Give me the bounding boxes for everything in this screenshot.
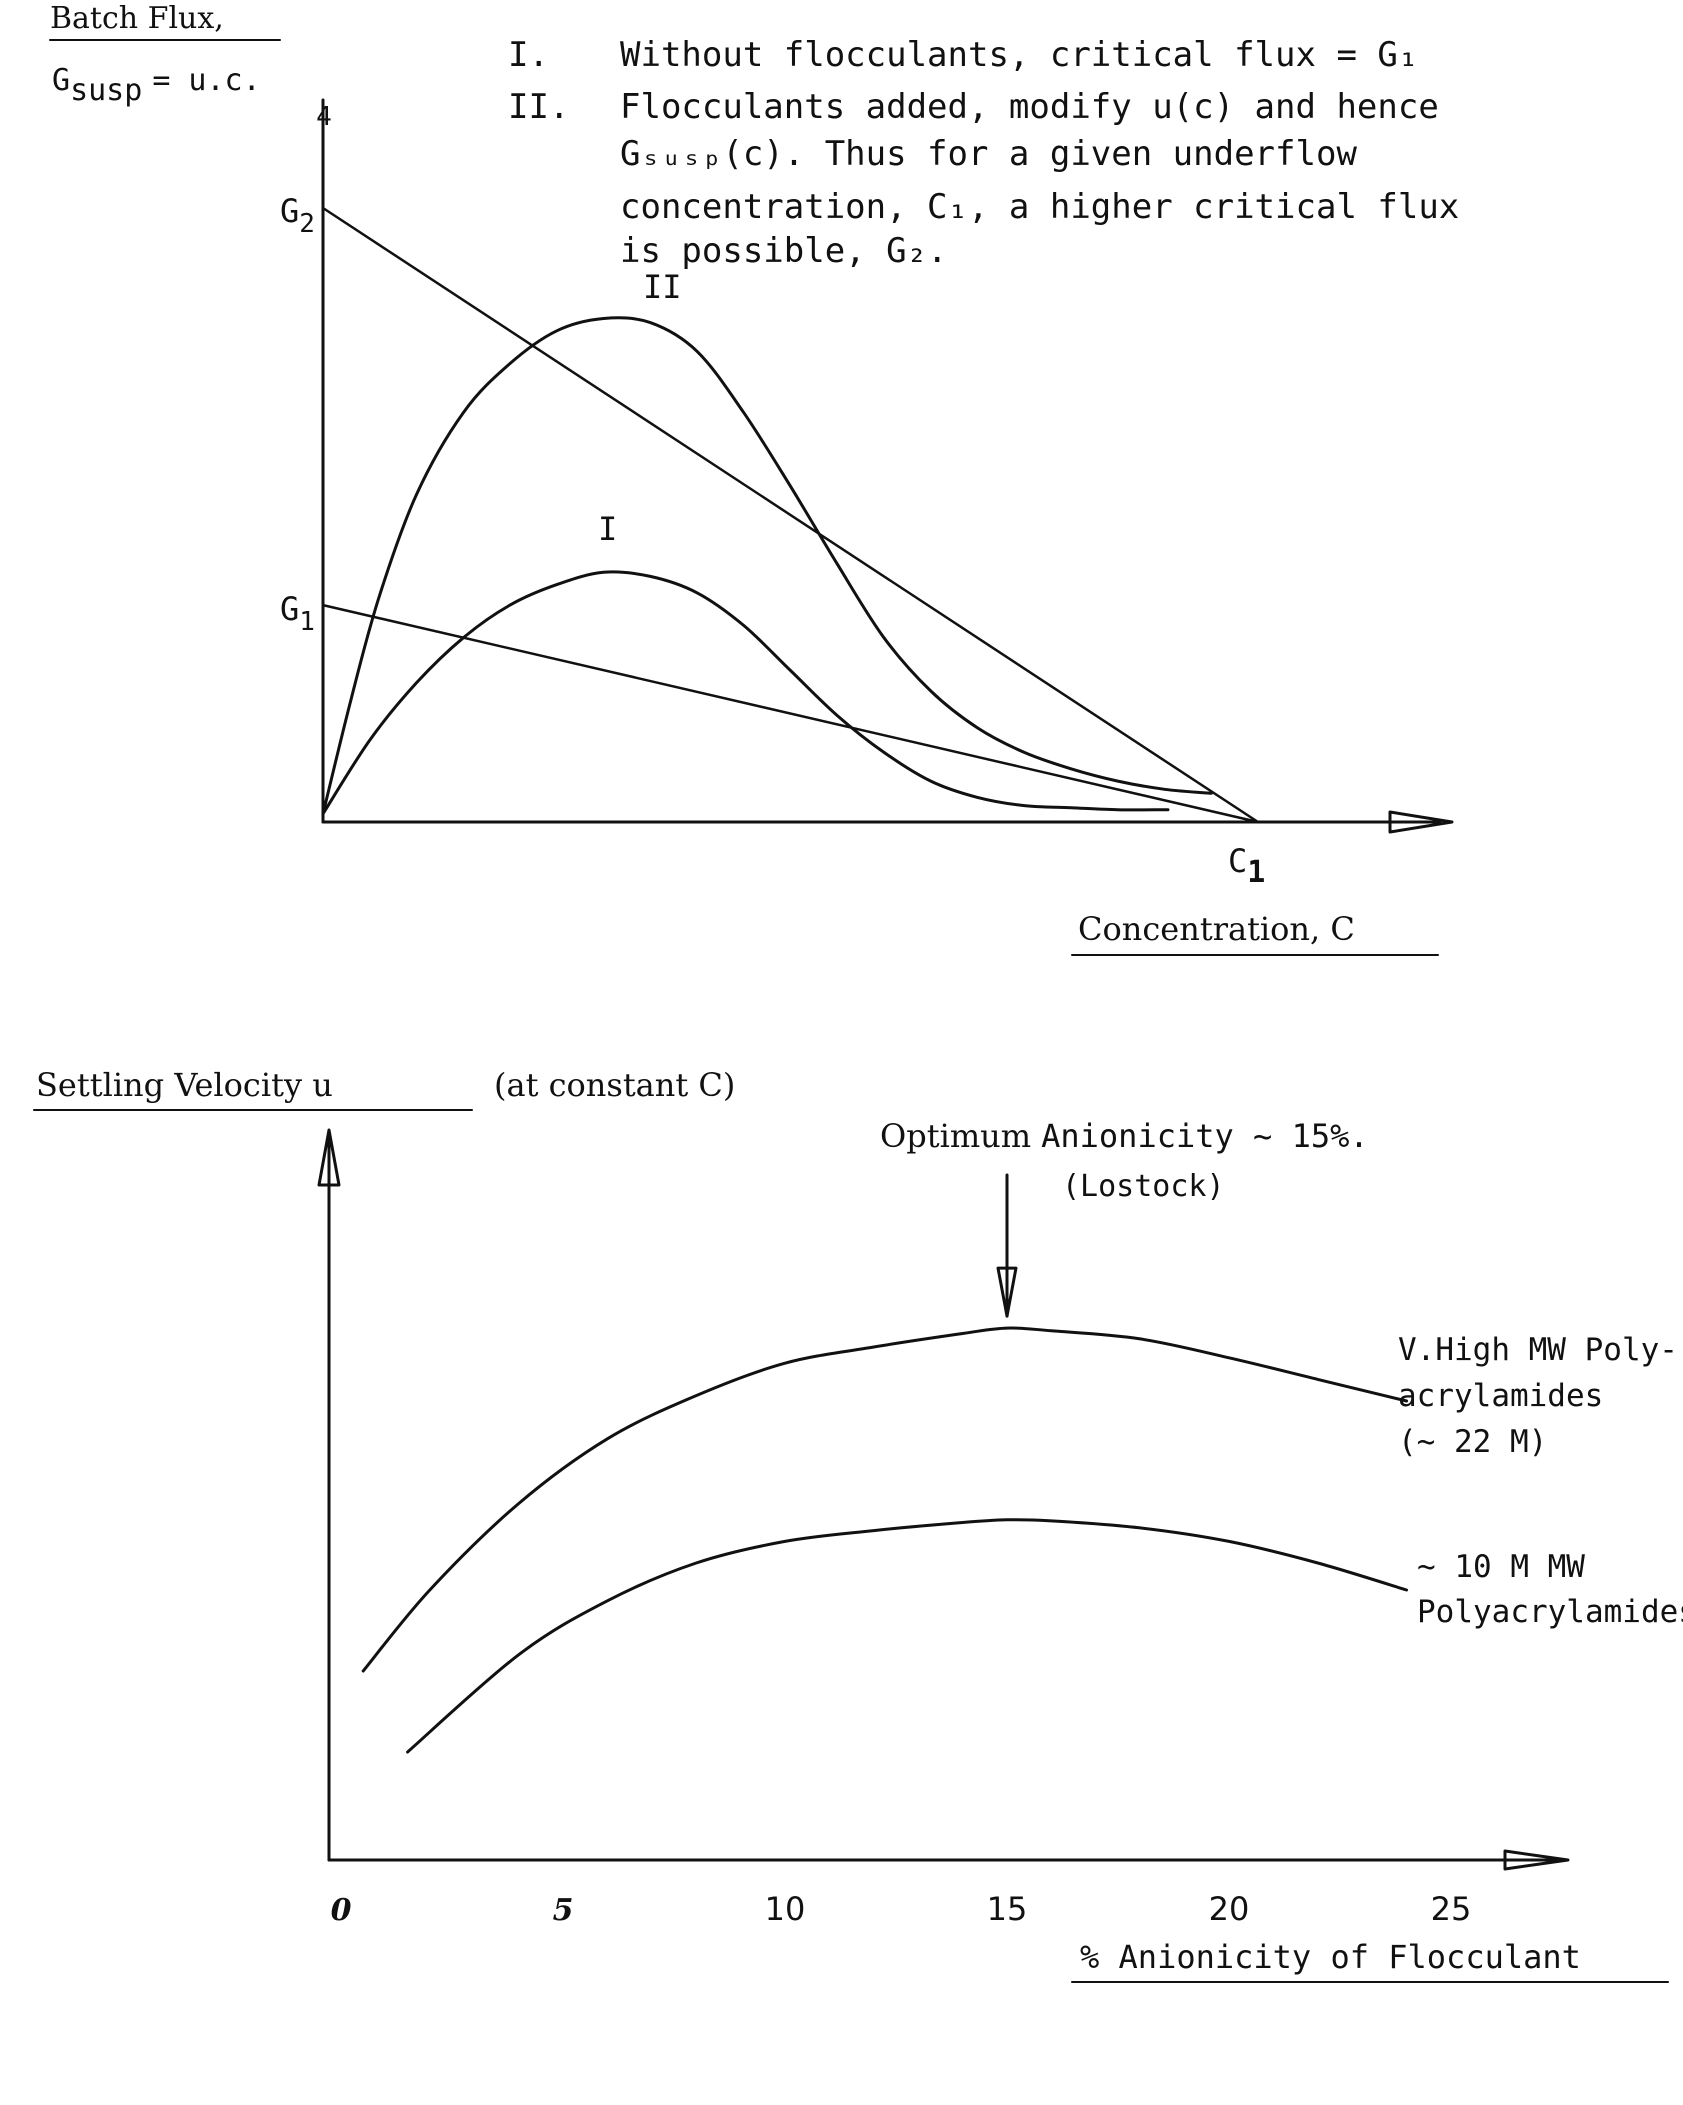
chart1-tangent-g2 [321, 206, 1260, 824]
note-2-line-3: concentration, C₁, a higher critical flu… [620, 187, 1459, 227]
chart1-ylabel-line1: Batch Flux, [50, 1, 224, 36]
note-2-line-2: Gₛᵤₛₚ(c). Thus for a given underflow [620, 134, 1357, 174]
chart2-annotation-sub: (Lostock) [1062, 1169, 1225, 1204]
chart2-x-ticks: 0 5 10 15 20 25 [331, 1890, 1472, 1928]
chart2-series-label-high-3: (~ 22 M) [1398, 1424, 1547, 1460]
chart1-notes: I. Without flocculants, critical flux = … [508, 35, 1459, 271]
chart2-series-label-high-2: acrylamides [1398, 1378, 1603, 1414]
chart2-series-label-10m-2: Polyacrylamides [1417, 1594, 1683, 1630]
chart2-x-tick: 5 [553, 1893, 574, 1928]
chart1-y-tick-g1: G1 [280, 590, 315, 637]
note-2-line-1: Flocculants added, modify u(c) and hence [620, 87, 1439, 127]
chart2-x-tick: 15 [987, 1890, 1028, 1928]
chart1-x-tick-c1: C1 [1228, 842, 1265, 890]
chart2-curve-10m-mw [406, 1518, 1409, 1754]
chart1-curve-label-II: II [643, 268, 682, 306]
chart1-curve-II [321, 316, 1213, 816]
chart1-x-axis-arrowhead [1388, 810, 1454, 834]
chart2-x-tick: 25 [1431, 1890, 1472, 1928]
chart2-series-label-high-1: V.High MW Poly- [1398, 1332, 1678, 1368]
settling-velocity-chart: Settling Velocity u (at constant C) 0 5 … [33, 1066, 1683, 1983]
chart1-curve-label-I: I [598, 510, 617, 548]
chart2-annotation-arrowhead [996, 1266, 1018, 1318]
chart2-ylabel-suffix: (at constant C) [494, 1066, 735, 1104]
chart2-series-label-10m-1: ~ 10 M MW [1417, 1549, 1585, 1585]
note-roman-2: II. [508, 87, 569, 127]
batch-flux-chart: Batch Flux, Gsusp = u.c. 4 I. Without flo… [49, 1, 1459, 956]
chart2-x-axis-arrowhead [1503, 1849, 1570, 1871]
chart2-ylabel: Settling Velocity u [36, 1066, 333, 1104]
chart1-tangent-g1 [321, 603, 1260, 824]
chart1-curve-I [321, 570, 1170, 816]
chart1-xlabel: Concentration, C [1078, 910, 1355, 948]
note-roman-1: I. [508, 35, 549, 75]
chart2-xlabel: % Anionicity of Flocculant [1080, 1938, 1581, 1976]
note-2-line-4: is possible, G₂. [620, 231, 948, 271]
chart1-ylabel-line2: Gsusp = u.c. [52, 63, 261, 108]
chart2-y-axis-arrowhead [317, 1128, 341, 1187]
chart2-x-tick: 0 [331, 1893, 352, 1928]
chart2-curve-high-mw [361, 1326, 1409, 1673]
note-1-line-1: Without flocculants, critical flux = G₁ [620, 35, 1418, 75]
chart2-x-tick: 10 [765, 1890, 806, 1928]
chart2-annotation-title: Optimum Anionicity ~ 15%. [880, 1117, 1369, 1155]
chart1-y-tick-g2: G2 [280, 192, 315, 239]
chart2-x-tick: 20 [1209, 1890, 1250, 1928]
